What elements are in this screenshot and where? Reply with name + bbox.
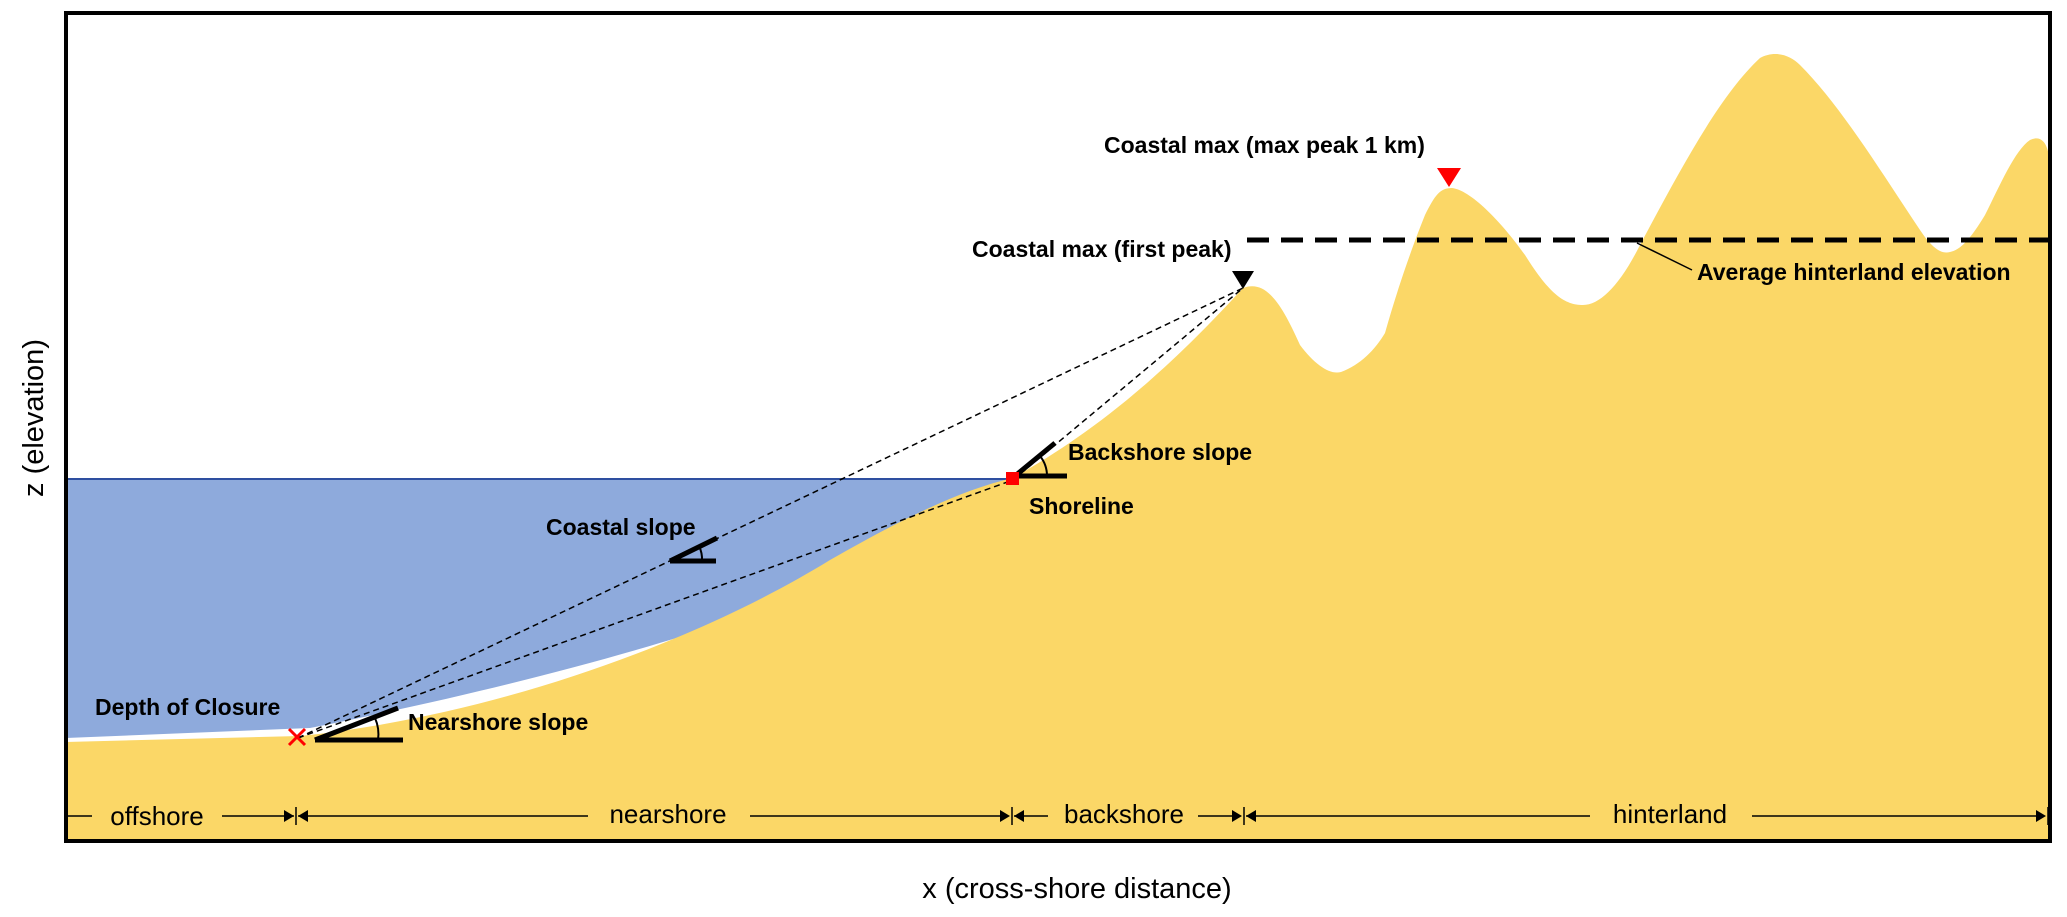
average-hinterland-leader [1636, 242, 1693, 271]
nearshore-slope-angle-icon [314, 705, 403, 743]
zone-offshore-label: offshore [110, 801, 203, 831]
shoreline-label: Shoreline [1029, 493, 1134, 519]
zone-dimension-lines [68, 807, 2049, 825]
coastal-slope-angle-icon [668, 535, 719, 564]
zone-backshore-label: backshore [1064, 799, 1184, 829]
depth-of-closure-label: Depth of Closure [95, 694, 280, 720]
nearshore-slope-label: Nearshore slope [408, 709, 588, 735]
backshore-slope-label: Backshore slope [1068, 439, 1252, 465]
coastal-max-first-label: Coastal max (first peak) [972, 236, 1231, 262]
coastal-slope-label: Coastal slope [546, 514, 696, 540]
depth-of-closure-x-icon [287, 727, 307, 747]
zone-nearshore-label: nearshore [609, 799, 726, 829]
max-peak-triangle-icon [1437, 168, 1461, 187]
plot-frame [64, 11, 2052, 843]
coastal-slope-line [297, 287, 1244, 739]
land-profile [66, 54, 2050, 841]
coastal-max-1km-label: Coastal max (max peak 1 km) [1104, 132, 1425, 158]
backshore-slope-angle-icon [1013, 441, 1067, 479]
average-hinterland-label: Average hinterland elevation [1697, 259, 2011, 285]
nearshore-dashed-line [297, 479, 1014, 739]
zone-hinterland-label: hinterland [1613, 799, 1727, 829]
x-axis-label: x (cross-shore distance) [922, 873, 1231, 905]
water-body [66, 478, 1013, 738]
y-axis-label: z (elevation) [18, 339, 50, 497]
shoreline-square-icon [1006, 472, 1019, 485]
first-peak-triangle-icon [1232, 271, 1254, 289]
